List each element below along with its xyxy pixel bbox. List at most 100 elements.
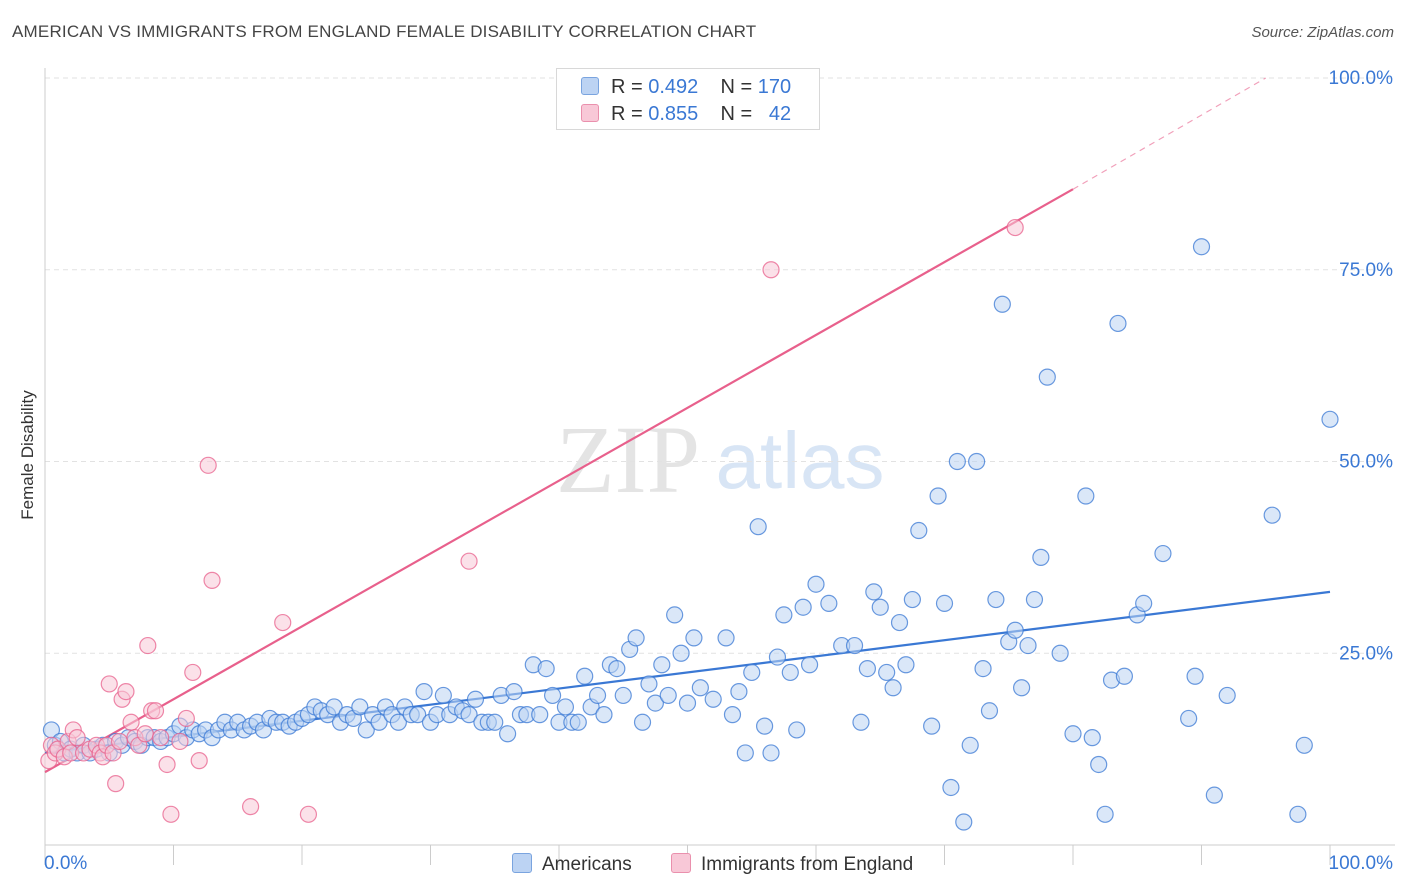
americans-point: [1012, 679, 1031, 697]
watermark-zip: ZIP: [556, 406, 700, 513]
americans-point: [1289, 805, 1307, 823]
source-label: Source: ZipAtlas.com: [1251, 24, 1394, 41]
americans-point: [852, 713, 870, 731]
americans-point: [993, 295, 1011, 313]
immigrants-point: [190, 752, 208, 770]
americans-point: [755, 717, 774, 735]
americans-point: [987, 590, 1005, 609]
americans-point: [788, 721, 806, 739]
immigrants-point: [184, 663, 202, 682]
americans-point: [653, 656, 671, 674]
americans-r-value: 0.492: [648, 76, 699, 98]
immigrants-point: [107, 775, 125, 793]
immigrants-point: [1006, 218, 1024, 237]
americans-point: [820, 594, 838, 612]
americans-point: [614, 686, 632, 705]
americans-point: [685, 629, 703, 647]
immigrants-point: [146, 702, 165, 720]
americans-point: [865, 583, 883, 601]
immigrants-point: [68, 729, 86, 747]
americans-point: [878, 663, 896, 682]
americans-point: [955, 813, 973, 831]
immigrants-legend-swatch: [671, 853, 691, 873]
stats-legend: R = 0.492 N = 170 R = 0.855 N = 42: [556, 68, 820, 130]
immigrants-point: [158, 755, 176, 774]
immigrants-point: [762, 261, 780, 279]
americans-point: [890, 613, 909, 632]
immigrants-point: [460, 552, 478, 570]
y-tick-label: 50.0%: [1339, 452, 1393, 473]
x-tick-label-min: 0.0%: [44, 853, 87, 874]
americans-point: [588, 686, 607, 705]
americans-point: [537, 659, 555, 678]
americans-point: [768, 648, 787, 666]
americans-point: [736, 744, 754, 762]
americans-point: [325, 698, 343, 716]
americans-point: [1205, 786, 1223, 804]
americans-point: [1083, 729, 1101, 747]
stats-row-immigrants: R = 0.855 N = 42: [581, 103, 791, 125]
data-points: [40, 218, 1339, 831]
stats-row-americans: R = 0.492 N = 170: [581, 76, 791, 98]
immigrants-n-value: 42: [768, 103, 792, 125]
immigrants-point: [242, 798, 260, 816]
americans-point: [633, 713, 652, 731]
y-axis-label: Female Disability: [18, 390, 37, 520]
americans-point: [1077, 487, 1095, 505]
n-label: N =: [720, 103, 753, 125]
immigrants-point: [100, 675, 118, 693]
immigrants-point: [299, 805, 318, 823]
americans-point: [1038, 368, 1056, 386]
americans-point: [897, 656, 915, 674]
americans-point: [935, 594, 954, 612]
immigrants-trend-extension: [1072, 77, 1267, 190]
y-tick-label: 75.0%: [1339, 260, 1393, 281]
y-tick-label: 25.0%: [1339, 643, 1393, 664]
americans-point: [351, 698, 369, 716]
r-label: R =: [611, 103, 643, 125]
americans-point: [1019, 636, 1037, 655]
americans-point: [370, 713, 388, 731]
americans-point: [569, 713, 587, 731]
americans-point: [466, 690, 485, 708]
immigrants-point: [162, 805, 180, 823]
americans-point: [640, 675, 658, 693]
immigrants-r-value: 0.855: [648, 103, 699, 125]
americans-point: [1218, 686, 1236, 705]
americans-point: [903, 590, 921, 609]
n-label: N =: [720, 76, 753, 98]
americans-point: [409, 706, 427, 724]
americans-point: [800, 656, 819, 674]
americans-point: [858, 659, 877, 678]
legend-item-americans[interactable]: Americans: [512, 853, 632, 876]
americans-point: [1090, 755, 1108, 774]
americans-point: [666, 606, 684, 624]
immigrants-point: [139, 636, 157, 655]
americans-point: [923, 717, 941, 735]
americans-point: [884, 679, 902, 697]
legend-item-immigrants[interactable]: Immigrants from England: [671, 853, 913, 876]
immigrants-point: [136, 725, 154, 743]
americans-point: [1263, 506, 1281, 524]
americans-point: [717, 629, 735, 647]
immigrants-point: [199, 456, 217, 474]
americans-point: [576, 667, 594, 685]
legend-label-immigrants: Immigrants from England: [701, 854, 914, 875]
r-label: R =: [611, 76, 643, 98]
americans-point: [974, 659, 992, 678]
americans-point: [691, 679, 709, 697]
americans-point: [762, 744, 780, 762]
americans-point: [531, 706, 549, 724]
y-tick-label: 100.0%: [1329, 68, 1394, 89]
immigrants-trend-line: [44, 188, 1074, 774]
americans-point: [980, 702, 999, 720]
immigrants-point: [274, 613, 292, 632]
americans-point: [1186, 667, 1204, 685]
americans-point: [1295, 736, 1313, 754]
immigrants-point: [122, 713, 140, 731]
americans-point: [659, 686, 677, 705]
americans-point: [942, 778, 960, 797]
tick-labels: 25.0% 50.0% 75.0% 100.0% 0.0% 100.0%: [44, 68, 1393, 874]
americans-point: [743, 663, 761, 682]
